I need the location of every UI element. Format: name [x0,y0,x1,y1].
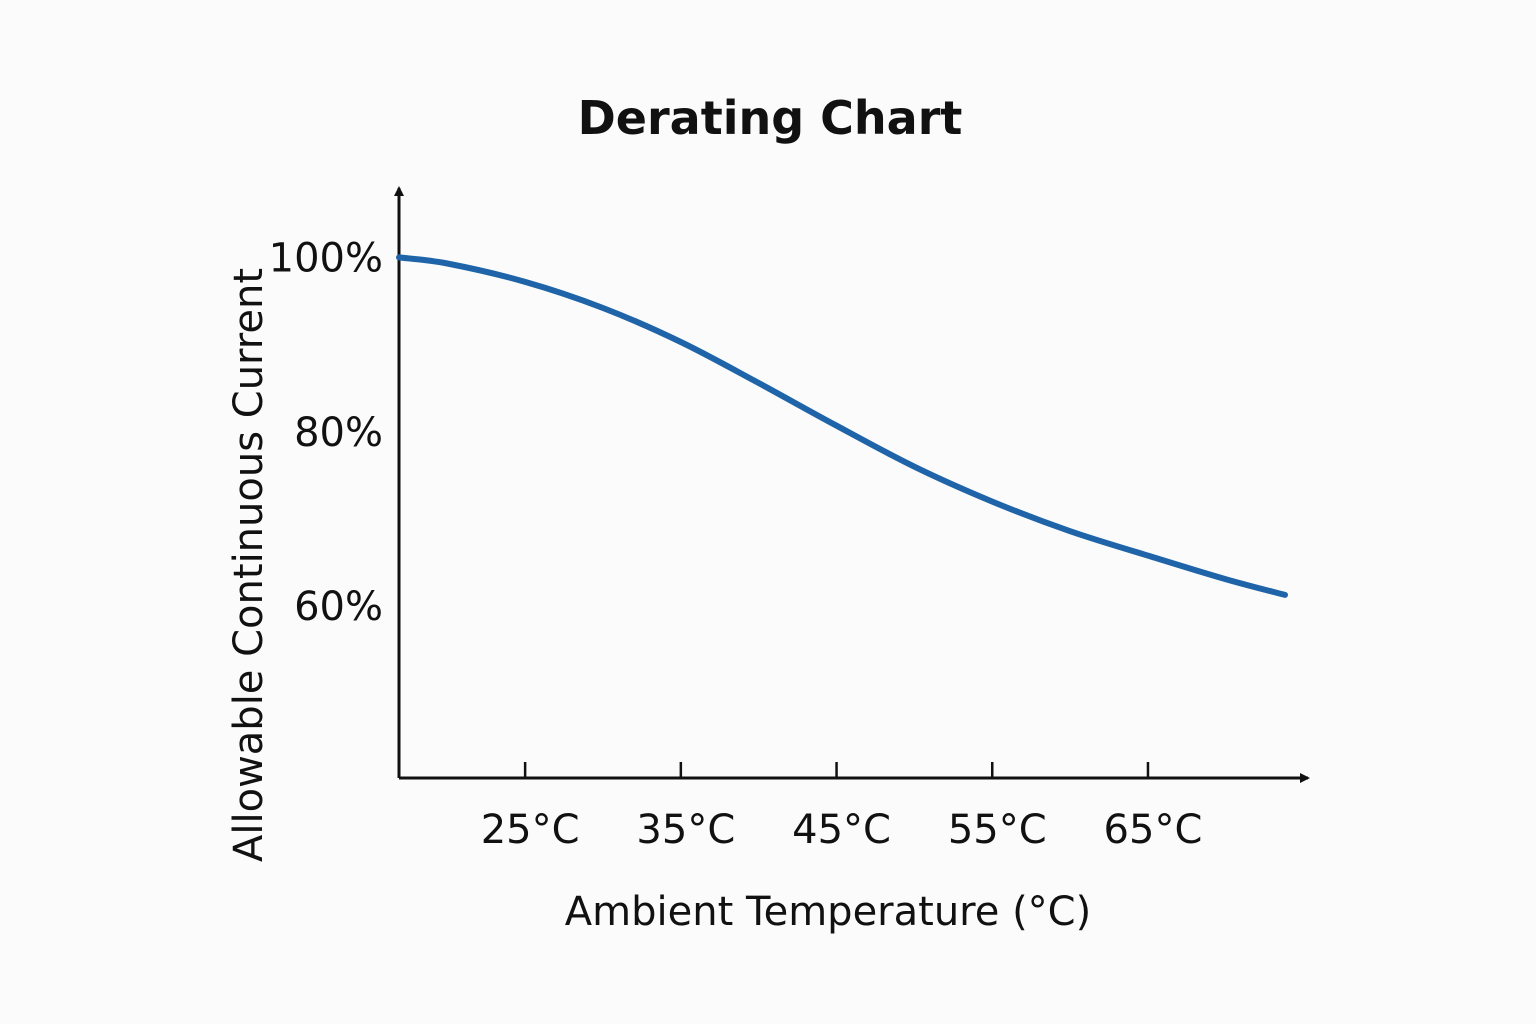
x-ticks: 25°C 35°C 45°C 55°C 65°C [481,762,1203,853]
y-tick-label: 60% [294,584,383,630]
x-tick-label: 25°C [481,807,580,853]
x-tick-label: 55°C [948,807,1047,853]
series-layer [396,254,1288,598]
axes [394,186,1310,783]
y-axis-title: Allowable Continuous Current [226,268,272,862]
x-tick-label: 65°C [1104,807,1203,853]
y-tick-label: 100% [269,235,383,281]
chart-title: Derating Chart [578,91,963,145]
x-tick-label: 35°C [636,807,735,853]
y-ticks: 100% 80% 60% [269,235,383,630]
x-tick-label: 45°C [792,807,891,853]
series-line-allowable-current [396,254,1288,598]
x-axis-title: Ambient Temperature (°C) [565,889,1091,935]
y-tick-label: 80% [294,410,383,456]
